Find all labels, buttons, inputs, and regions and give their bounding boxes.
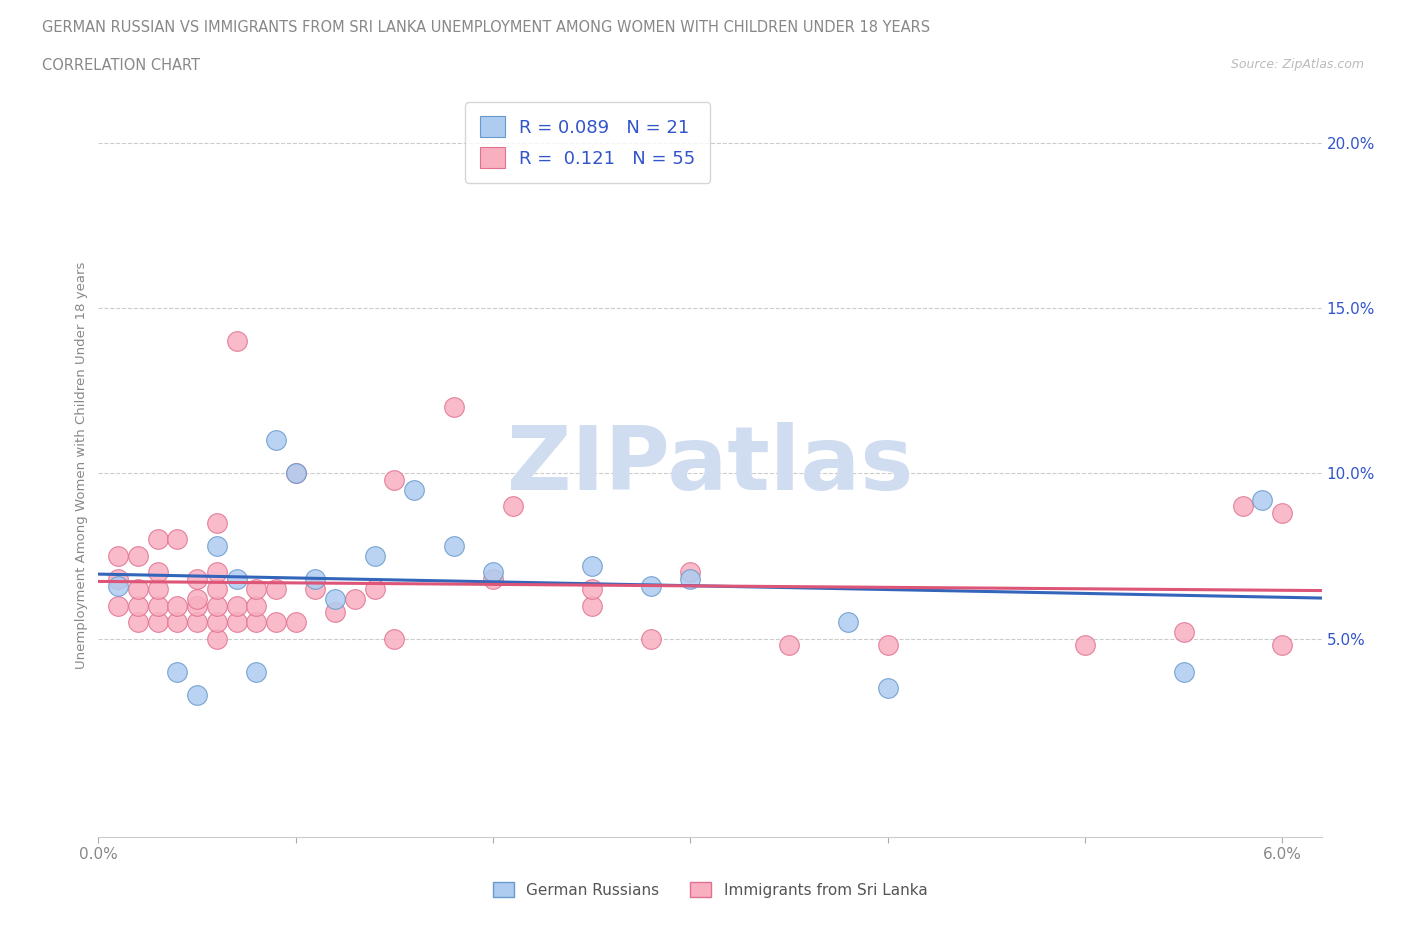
Point bbox=[205, 631, 228, 646]
Text: GERMAN RUSSIAN VS IMMIGRANTS FROM SRI LANKA UNEMPLOYMENT AMONG WOMEN WITH CHILDR: GERMAN RUSSIAN VS IMMIGRANTS FROM SRI LA… bbox=[42, 20, 931, 35]
Point bbox=[1232, 498, 1254, 513]
Point bbox=[127, 549, 149, 564]
Point bbox=[363, 581, 385, 596]
Point bbox=[1173, 664, 1195, 679]
Point bbox=[482, 572, 505, 587]
Point bbox=[205, 565, 228, 580]
Point bbox=[205, 515, 228, 530]
Point bbox=[323, 591, 346, 606]
Point bbox=[186, 687, 208, 702]
Point bbox=[205, 615, 228, 630]
Point bbox=[1271, 638, 1294, 653]
Point bbox=[225, 615, 247, 630]
Point bbox=[225, 598, 247, 613]
Point bbox=[146, 598, 169, 613]
Point bbox=[482, 565, 505, 580]
Point bbox=[264, 432, 287, 447]
Point bbox=[166, 598, 188, 613]
Point bbox=[245, 615, 267, 630]
Point bbox=[679, 572, 702, 587]
Point bbox=[245, 664, 267, 679]
Point bbox=[205, 538, 228, 553]
Point bbox=[876, 638, 898, 653]
Point bbox=[127, 598, 149, 613]
Point bbox=[107, 549, 129, 564]
Point bbox=[186, 598, 208, 613]
Point bbox=[186, 591, 208, 606]
Point bbox=[264, 581, 287, 596]
Point bbox=[127, 615, 149, 630]
Point bbox=[107, 578, 129, 593]
Point bbox=[284, 615, 307, 630]
Point bbox=[186, 572, 208, 587]
Point bbox=[640, 578, 662, 593]
Point bbox=[304, 572, 326, 587]
Point bbox=[186, 615, 208, 630]
Point bbox=[382, 631, 405, 646]
Text: Source: ZipAtlas.com: Source: ZipAtlas.com bbox=[1230, 58, 1364, 71]
Point bbox=[304, 581, 326, 596]
Point bbox=[1271, 506, 1294, 521]
Point bbox=[837, 615, 859, 630]
Point bbox=[443, 400, 465, 415]
Point bbox=[323, 604, 346, 619]
Point bbox=[107, 572, 129, 587]
Point bbox=[581, 581, 603, 596]
Point bbox=[205, 581, 228, 596]
Point bbox=[264, 615, 287, 630]
Point bbox=[225, 334, 247, 349]
Point bbox=[679, 565, 702, 580]
Point bbox=[146, 532, 169, 547]
Point bbox=[404, 483, 426, 498]
Text: CORRELATION CHART: CORRELATION CHART bbox=[42, 58, 200, 73]
Point bbox=[225, 572, 247, 587]
Point bbox=[382, 472, 405, 487]
Point bbox=[581, 558, 603, 573]
Point bbox=[876, 681, 898, 696]
Point bbox=[363, 549, 385, 564]
Point bbox=[343, 591, 366, 606]
Point bbox=[166, 615, 188, 630]
Point bbox=[778, 638, 800, 653]
Point bbox=[284, 466, 307, 481]
Y-axis label: Unemployment Among Women with Children Under 18 years: Unemployment Among Women with Children U… bbox=[76, 261, 89, 669]
Point bbox=[146, 615, 169, 630]
Point bbox=[205, 598, 228, 613]
Point bbox=[245, 581, 267, 596]
Point bbox=[581, 598, 603, 613]
Point bbox=[146, 565, 169, 580]
Point bbox=[245, 598, 267, 613]
Point bbox=[284, 466, 307, 481]
Point bbox=[640, 631, 662, 646]
Point bbox=[1173, 625, 1195, 640]
Point bbox=[1074, 638, 1097, 653]
Point bbox=[166, 664, 188, 679]
Point bbox=[127, 581, 149, 596]
Point bbox=[1251, 492, 1274, 507]
Point bbox=[166, 532, 188, 547]
Point bbox=[443, 538, 465, 553]
Point bbox=[146, 581, 169, 596]
Text: ZIPatlas: ZIPatlas bbox=[508, 421, 912, 509]
Point bbox=[502, 498, 524, 513]
Point bbox=[107, 598, 129, 613]
Legend: German Russians, Immigrants from Sri Lanka: German Russians, Immigrants from Sri Lan… bbox=[486, 875, 934, 904]
